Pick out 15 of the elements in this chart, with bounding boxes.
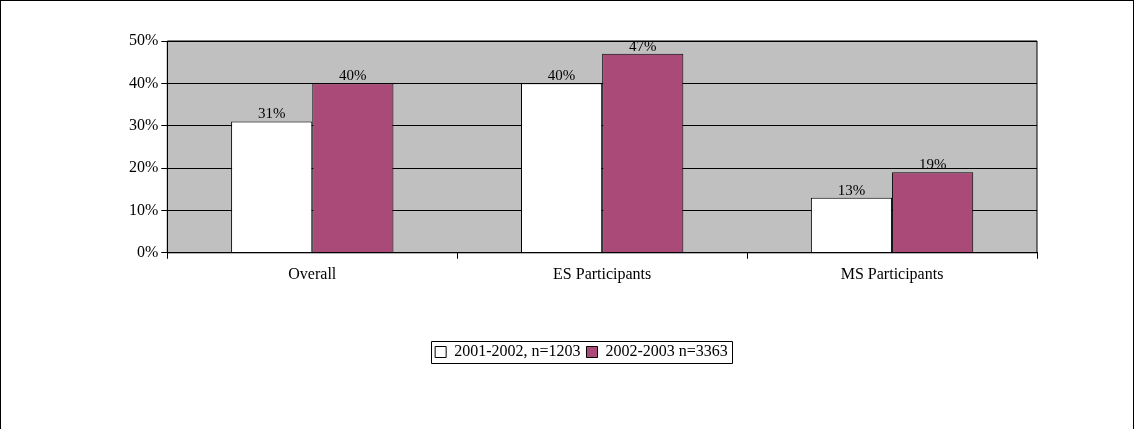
y-tick-label: 40% (129, 73, 159, 91)
y-tick-label: 20% (129, 158, 159, 176)
legend-label: 2002-2003 n=3363 (605, 342, 728, 360)
data-label: 40% (339, 67, 367, 84)
y-tick-label: 50% (129, 31, 159, 49)
data-label: 31% (257, 105, 286, 122)
x-tick-label: ES Participants (553, 264, 652, 283)
y-tick-label: 0% (137, 243, 159, 260)
data-label: 40% (547, 67, 576, 84)
legend-label: 2001-2002, n=1203 (454, 342, 581, 360)
data-label: 13% (837, 181, 866, 198)
x-tick-label: MS Participants (840, 264, 944, 283)
y-tick-label: 10% (129, 200, 159, 218)
x-tick-label: Overall (288, 264, 337, 282)
y-tick-label: 30% (129, 115, 159, 133)
